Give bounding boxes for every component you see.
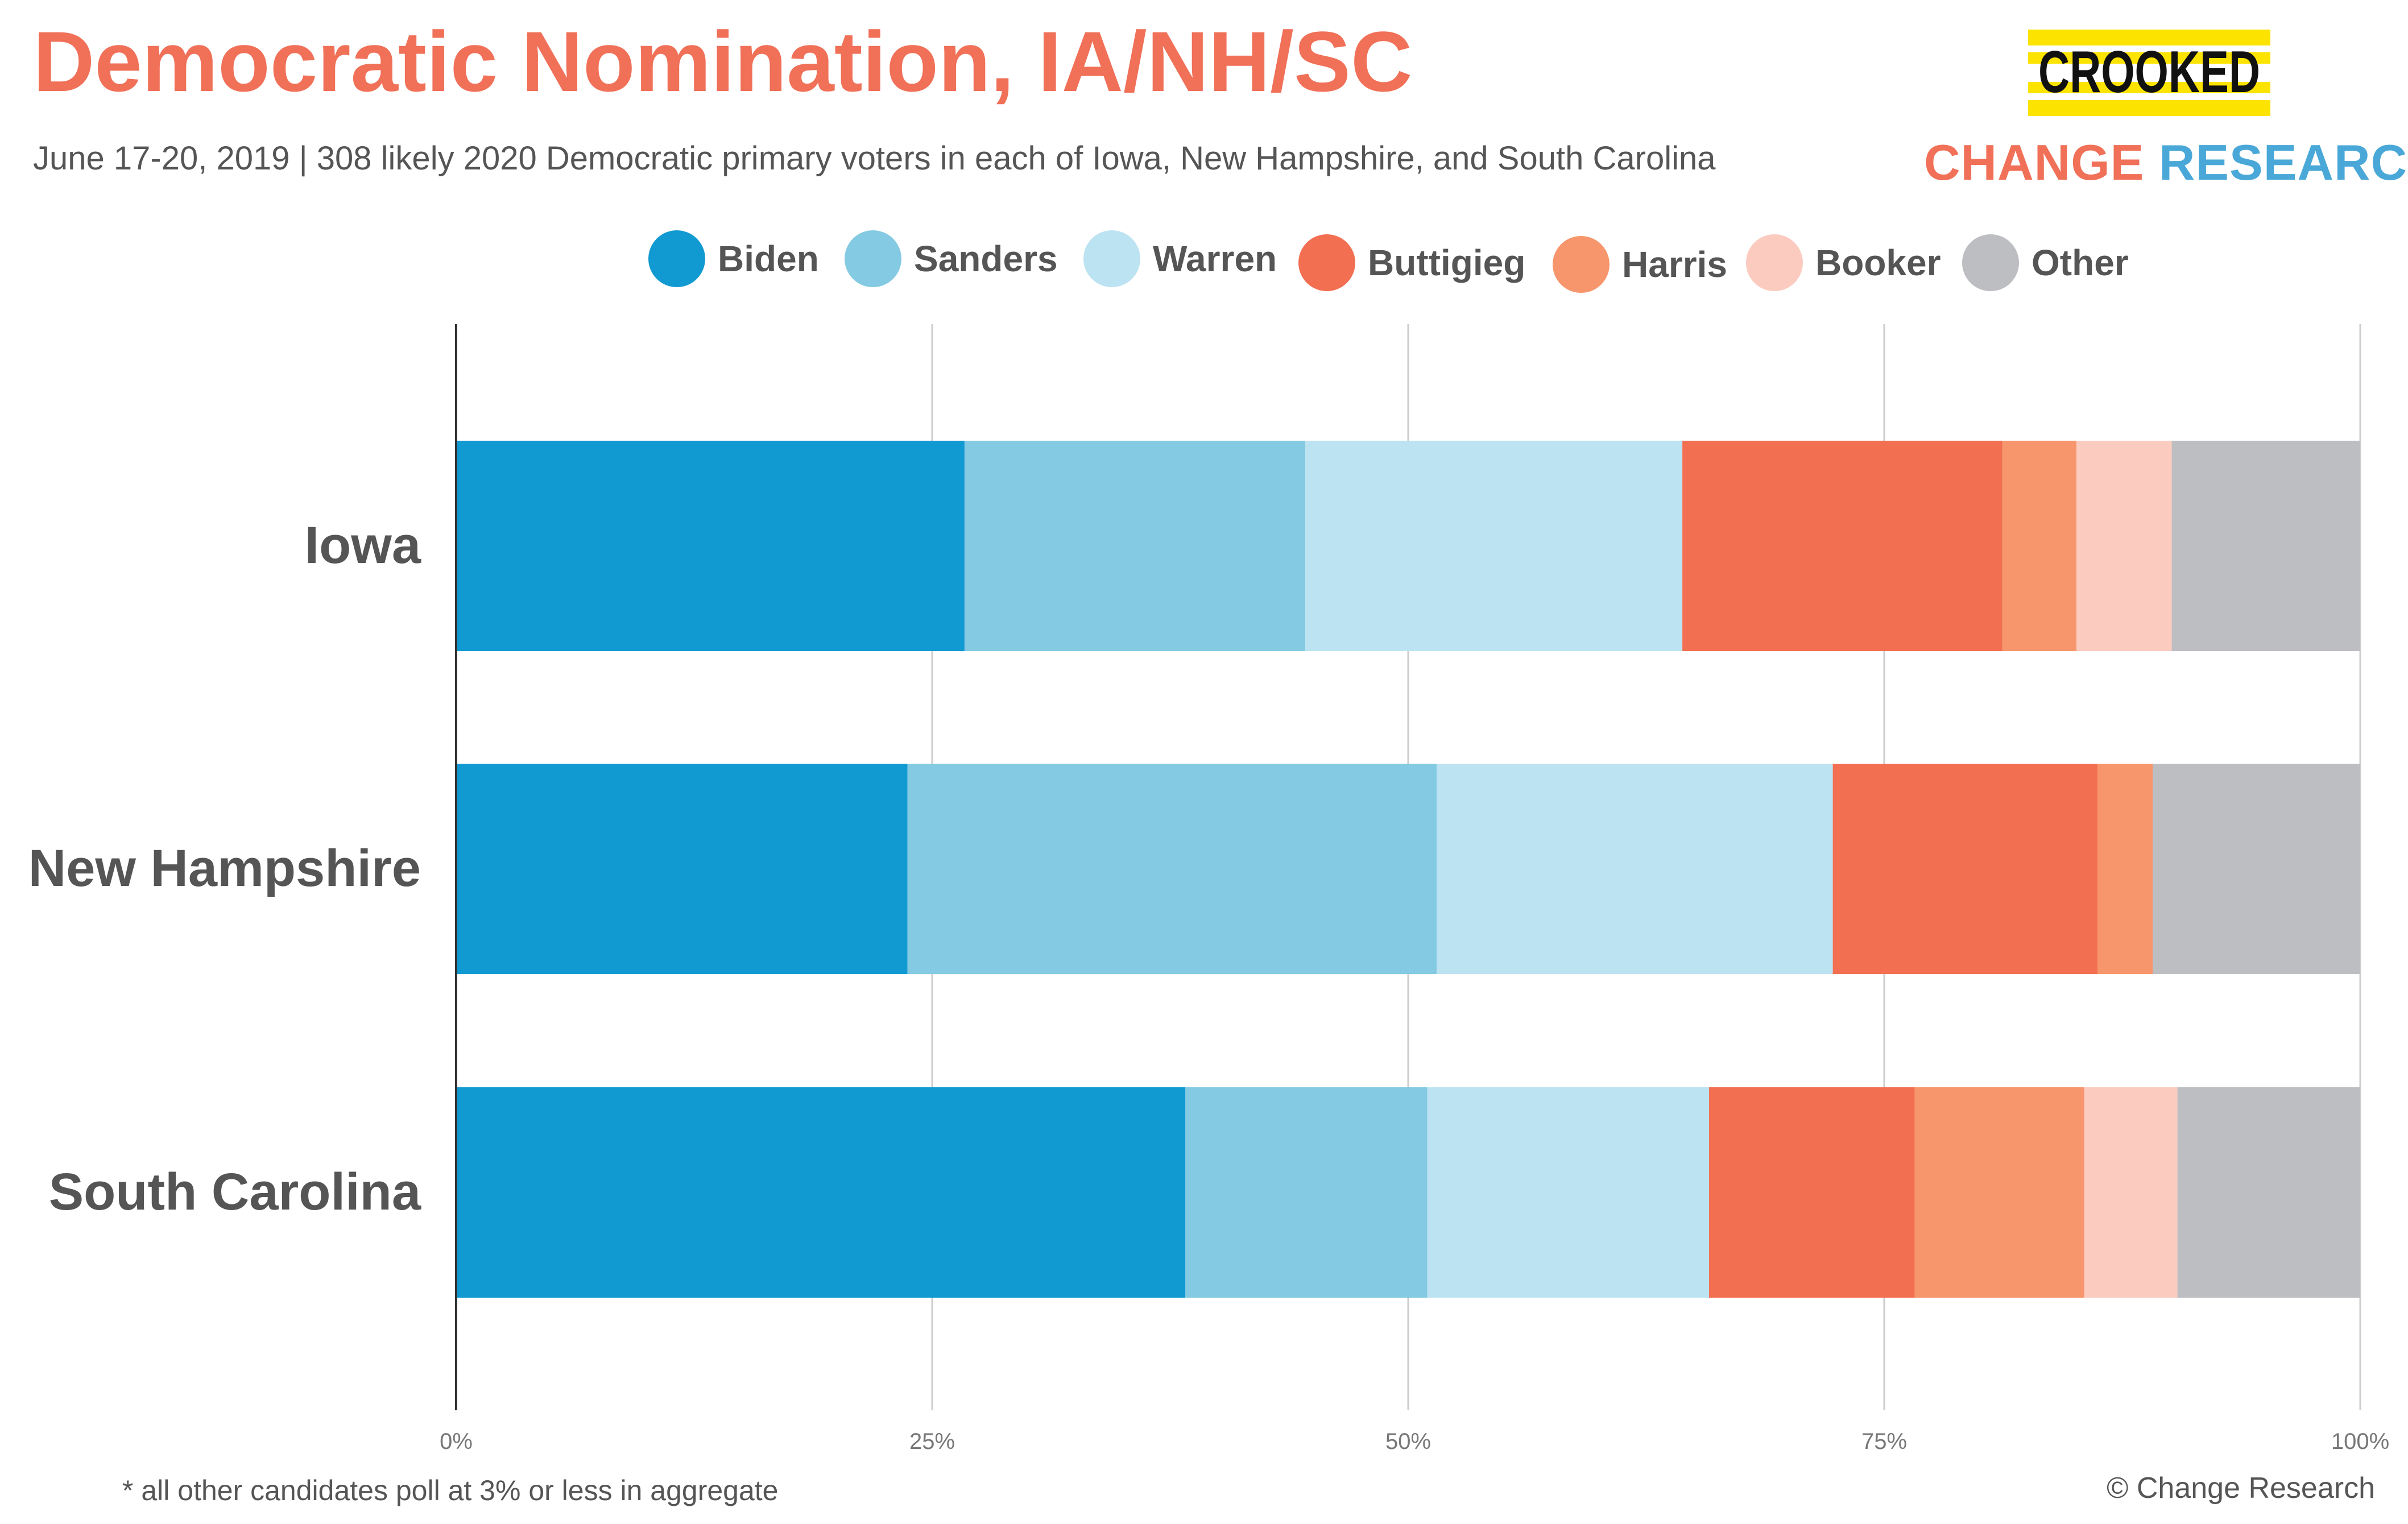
change-research-logo: CHANGE RESEARCH™ (1924, 134, 2408, 192)
bar-segment (2153, 764, 2360, 974)
legend-item: Biden (648, 230, 819, 287)
bar-segment (907, 764, 1437, 974)
bar-segment (1682, 441, 2002, 651)
x-tick-label: 25% (909, 1429, 955, 1454)
legend-label: Other (2032, 242, 2129, 283)
x-tick-label: 0% (440, 1429, 473, 1454)
category-label: South Carolina (49, 1163, 421, 1221)
chart-subtitle: June 17-20, 2019 | 308 likely 2020 Democ… (33, 140, 1716, 177)
crooked-logo-text: CROOKED (2038, 39, 2260, 105)
legend-item: Sanders (845, 230, 1058, 287)
legend-item: Warren (1083, 230, 1277, 287)
category-label: Iowa (305, 516, 421, 574)
legend-label: Warren (1153, 238, 1277, 279)
bar-segment (2002, 441, 2077, 651)
bar-segment (1305, 441, 1683, 651)
legend-swatch (1083, 230, 1140, 287)
legend-label: Biden (718, 238, 819, 279)
change-research-logo-part1: CHANGE (1924, 134, 2145, 191)
x-tick-label: 50% (1385, 1429, 1431, 1454)
legend-label: Harris (1622, 244, 1727, 285)
legend-swatch (648, 230, 705, 287)
legend-label: Sanders (914, 238, 1058, 279)
bar-segment (1832, 764, 2097, 974)
bar-segment (2171, 441, 2360, 651)
legend-swatch (1553, 236, 1610, 293)
bar-segment (1437, 764, 1833, 974)
bar-segment (2076, 441, 2172, 651)
bar-segment (964, 441, 1306, 651)
bar-segment (2097, 764, 2153, 974)
x-tick-label: 100% (2331, 1429, 2389, 1454)
chart-title: Democratic Nomination, IA/NH/SC (33, 14, 1413, 109)
bar-segment (456, 1087, 1186, 1298)
copyright: © Change Research (2107, 1472, 2375, 1505)
legend-label: Buttigieg (1368, 242, 1526, 283)
legend-label: Booker (1815, 242, 1941, 283)
legend-swatch (1746, 234, 1803, 291)
crooked-logo: CROOKED (2028, 30, 2270, 116)
bar-segment (1708, 1087, 1915, 1298)
bar-segment (1185, 1087, 1428, 1298)
bar-segment (1427, 1087, 1709, 1298)
bar-segment (2084, 1087, 2178, 1298)
bar-segment (456, 441, 965, 651)
legend-item: Booker (1746, 234, 1941, 291)
bar-segment (1914, 1087, 2084, 1298)
legend-item: Other (1962, 234, 2129, 291)
change-research-logo-part2: RESEARCH (2158, 134, 2408, 191)
x-tick-label: 75% (1861, 1429, 1907, 1454)
legend-item: Buttigieg (1298, 234, 1525, 291)
bar-segment (456, 764, 908, 974)
legend-swatch (845, 230, 901, 287)
category-label: New Hampshire (28, 839, 421, 897)
footnote: * all other candidates poll at 3% or les… (122, 1475, 779, 1506)
bar-segment (2177, 1087, 2360, 1298)
legend-swatch (1962, 234, 2019, 291)
legend-swatch (1298, 234, 1355, 291)
legend-item: Harris (1553, 236, 1727, 293)
